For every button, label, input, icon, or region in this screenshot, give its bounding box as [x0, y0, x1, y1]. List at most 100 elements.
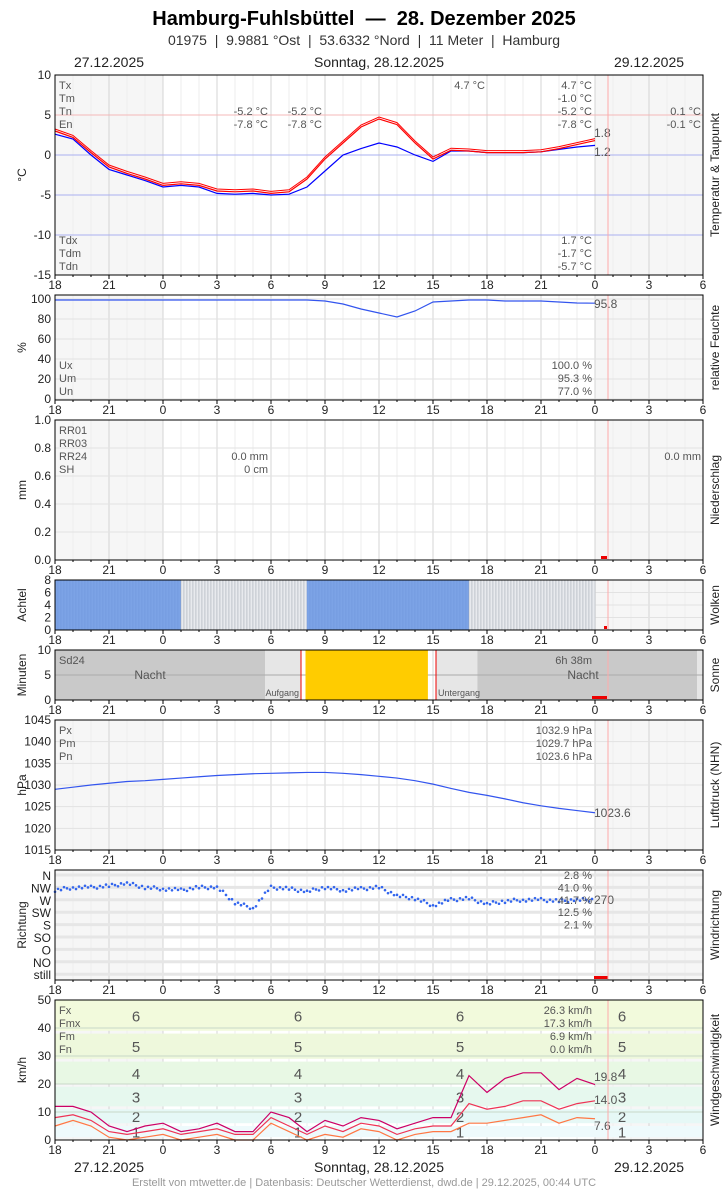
x-tick-label: 21 — [102, 853, 116, 867]
y-tick-label: 0 — [44, 392, 51, 406]
wind-direction-point — [359, 885, 363, 889]
wind-direction-point — [452, 898, 456, 901]
panel-title: Wolken — [708, 585, 722, 625]
x-tick-label: 9 — [322, 278, 329, 292]
x-tick-label: 0 — [160, 983, 167, 997]
wind-direction-point — [71, 886, 75, 889]
wind-direction-point — [83, 884, 87, 888]
y-tick-label: 10 — [38, 68, 52, 82]
wind-direction-point — [542, 898, 546, 902]
date-center-bottom: Sonntag, 28.12.2025 — [314, 1159, 444, 1175]
cloud-bar — [315, 579, 320, 631]
cloud-bar — [483, 579, 488, 631]
x-tick-label: 0 — [160, 703, 167, 717]
wind-mean-line — [54, 1100, 596, 1136]
cloud-bar — [342, 579, 347, 631]
stat-value: 1029.7 hPa — [536, 738, 593, 750]
wind-direction-point — [278, 885, 282, 889]
x-tick-label: 6 — [268, 403, 275, 417]
wind-direction-point — [458, 896, 462, 900]
cloud-bar — [156, 579, 161, 631]
stat-label: Ux — [59, 360, 73, 372]
y-tick-label: 10 — [38, 1105, 52, 1119]
x-tick-label: 0 — [160, 403, 167, 417]
wind-direction-point — [137, 886, 141, 889]
plot-frame — [54, 719, 704, 851]
cloud-bar — [381, 579, 386, 631]
x-tick-label: 18 — [48, 278, 62, 292]
cloud-bar — [507, 579, 512, 631]
stat-value: 1023.6 hPa — [536, 751, 593, 763]
x-tick-label: 3 — [646, 403, 653, 417]
cloud-bar — [513, 579, 518, 631]
wind-direction-point — [302, 890, 306, 894]
cloud-bar — [123, 579, 128, 631]
x-tick-label: 18 — [48, 703, 62, 717]
wind-direction-point — [245, 904, 249, 908]
y-tick-label: NW — [31, 881, 52, 895]
x-tick-label: 12 — [372, 563, 386, 577]
wind-direction-point — [440, 902, 444, 905]
wind-direction-point — [488, 903, 492, 906]
wind-direction-point — [548, 898, 552, 901]
y-tick-label: 1.0 — [34, 413, 51, 427]
wind-direction-point — [413, 898, 417, 902]
beaufort-label: 6 — [618, 1008, 626, 1025]
temperature-panel: 18 21 0 3 6 9 12 15 18 21 0 3 6 10 5 0 -5 -10 -15 °C Tempera… — [15, 68, 722, 292]
cloud-bar — [447, 579, 452, 631]
x-tick-label: 6 — [700, 703, 707, 717]
wind-direction-point — [512, 897, 516, 901]
y-tick-label: 5 — [44, 668, 51, 682]
x-tick-label: 0 — [592, 278, 599, 292]
wind-direction-point — [143, 887, 147, 891]
direction-frequency: 12.5 % — [558, 907, 592, 919]
x-tick-label: 21 — [102, 983, 116, 997]
cloud-bar — [324, 579, 329, 631]
wind-direction-point — [581, 896, 585, 900]
wind-direction-point — [455, 899, 459, 903]
x-tick-label: 6 — [268, 853, 275, 867]
stat-value: -1.7 °C — [558, 248, 592, 260]
cloud-bar — [153, 579, 158, 631]
x-tick-label: 12 — [372, 633, 386, 647]
beaufort-label: 3 — [618, 1090, 626, 1107]
y-tick-label: S — [43, 919, 51, 933]
cloud-bar — [78, 579, 83, 631]
wind-direction-point — [275, 888, 279, 891]
x-tick-label: 6 — [700, 403, 707, 417]
y-tick-label: 4 — [44, 598, 51, 612]
plot-frame — [54, 999, 704, 1141]
x-tick-label: 3 — [214, 278, 221, 292]
wind-direction-point — [182, 888, 186, 891]
x-tick-label: 12 — [372, 403, 386, 417]
plot-frame — [54, 649, 704, 701]
x-tick-label: 3 — [214, 403, 221, 417]
x-tick-label: 6 — [268, 983, 275, 997]
wind-direction-point — [509, 900, 513, 903]
wind-direction-point — [113, 883, 117, 887]
wind-direction-point — [146, 885, 150, 889]
x-tick-label: 18 — [480, 703, 494, 717]
wind-direction-point — [206, 887, 210, 891]
page-title: Hamburg-Fuhlsbüttel — 28. Dezember 2025 — [152, 8, 575, 30]
cloud-bar — [441, 579, 446, 631]
wind-direction-point — [65, 887, 69, 890]
cloud-bar — [384, 579, 389, 631]
wind-direction-point — [371, 887, 375, 890]
y-axis-label: °C — [15, 168, 29, 182]
cloud-bar — [477, 579, 482, 631]
wind-direction-point — [149, 887, 153, 890]
x-tick-label: 18 — [480, 1143, 494, 1157]
wind-direction-point — [575, 897, 579, 901]
y-tick-label: 0.8 — [34, 441, 51, 455]
wind-direction-point — [554, 897, 558, 901]
cloud-bar — [186, 579, 191, 631]
y-tick-label: 100 — [31, 292, 51, 306]
beaufort-label: 5 — [456, 1039, 464, 1056]
x-tick-label: 21 — [534, 278, 548, 292]
wind-direction-point — [296, 890, 300, 894]
cloud-bar — [69, 579, 74, 631]
wind-direction-point — [161, 887, 165, 891]
wind-direction-point — [173, 886, 177, 890]
wind-direction-point — [254, 904, 258, 908]
